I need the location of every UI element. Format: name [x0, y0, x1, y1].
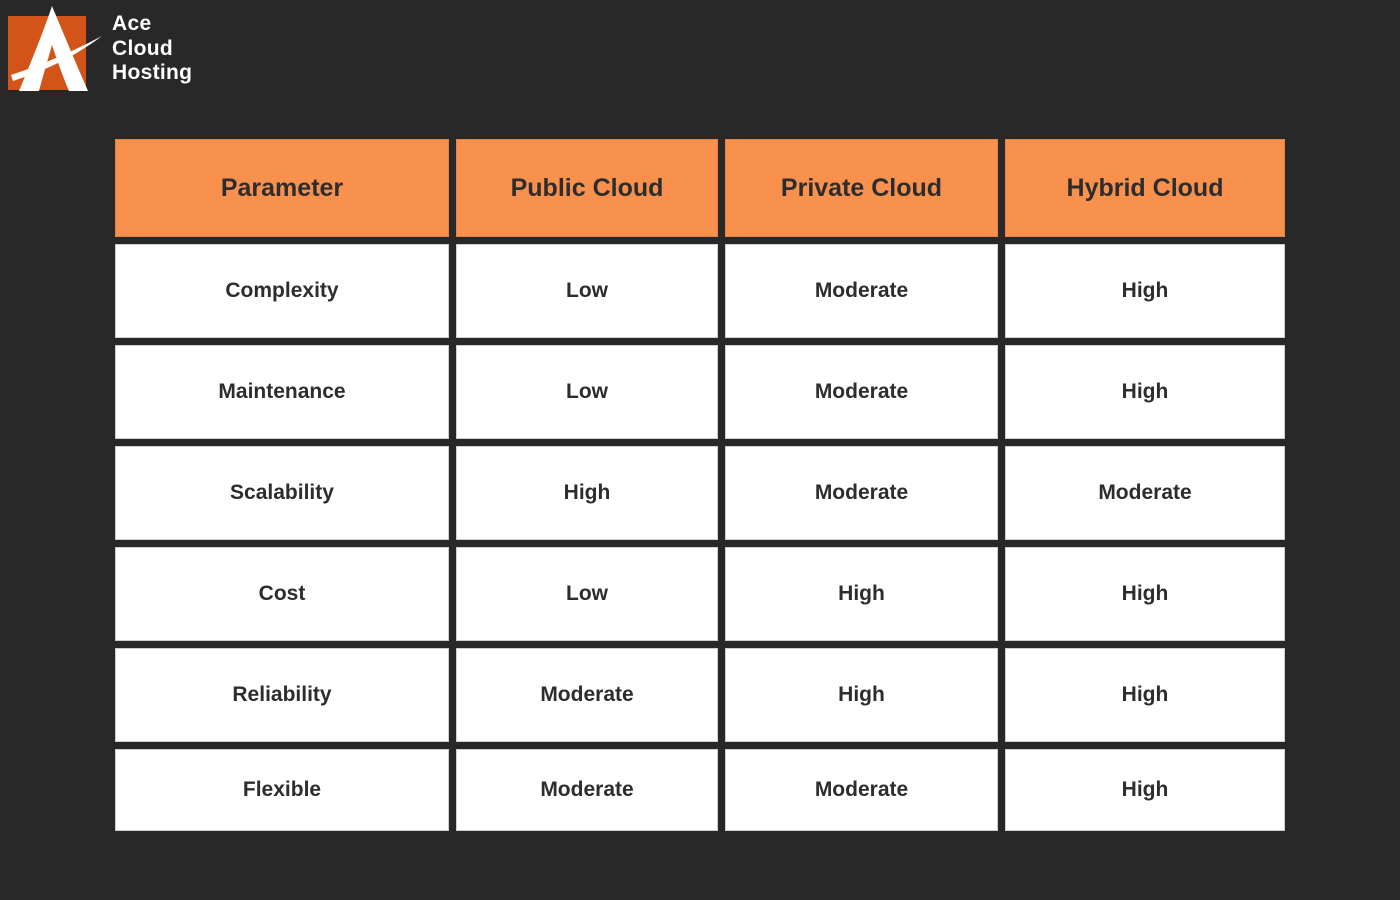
column-header-private-cloud: Private Cloud — [725, 139, 998, 237]
value-cell: Moderate — [1005, 446, 1285, 540]
value-cell: High — [1005, 547, 1285, 641]
value-cell: High — [1005, 345, 1285, 439]
row-label-scalability: Scalability — [115, 446, 449, 540]
column-header-hybrid-cloud: Hybrid Cloud — [1005, 139, 1285, 237]
value-cell: Moderate — [456, 648, 718, 742]
value-cell: High — [456, 446, 718, 540]
ace-logo-icon — [8, 6, 102, 91]
brand-line-1: Ace — [112, 12, 152, 35]
column-header-parameter: Parameter — [115, 139, 449, 237]
value-cell: High — [725, 547, 998, 641]
row-label-complexity: Complexity — [115, 244, 449, 338]
row-label-flexible: Flexible — [115, 749, 449, 831]
value-cell: High — [1005, 749, 1285, 831]
brand-name: Ace Cloud Hosting — [112, 12, 192, 86]
value-cell: Moderate — [725, 446, 998, 540]
row-label-reliability: Reliability — [115, 648, 449, 742]
cloud-comparison-table: Parameter Public Cloud Private Cloud Hyb… — [115, 139, 1285, 831]
value-cell: High — [725, 648, 998, 742]
brand-line-2: Cloud — [112, 36, 173, 60]
column-header-public-cloud: Public Cloud — [456, 139, 718, 237]
value-cell: Moderate — [456, 749, 718, 831]
brand-logo: Ace Cloud Hosting — [6, 4, 192, 99]
value-cell: Moderate — [725, 244, 998, 338]
brand-line-3: Hosting — [112, 61, 193, 85]
row-label-maintenance: Maintenance — [115, 345, 449, 439]
value-cell: High — [1005, 244, 1285, 338]
row-label-cost: Cost — [115, 547, 449, 641]
value-cell: Low — [456, 244, 718, 338]
value-cell: Moderate — [725, 749, 998, 831]
value-cell: High — [1005, 648, 1285, 742]
value-cell: Moderate — [725, 345, 998, 439]
value-cell: Low — [456, 547, 718, 641]
value-cell: Low — [456, 345, 718, 439]
